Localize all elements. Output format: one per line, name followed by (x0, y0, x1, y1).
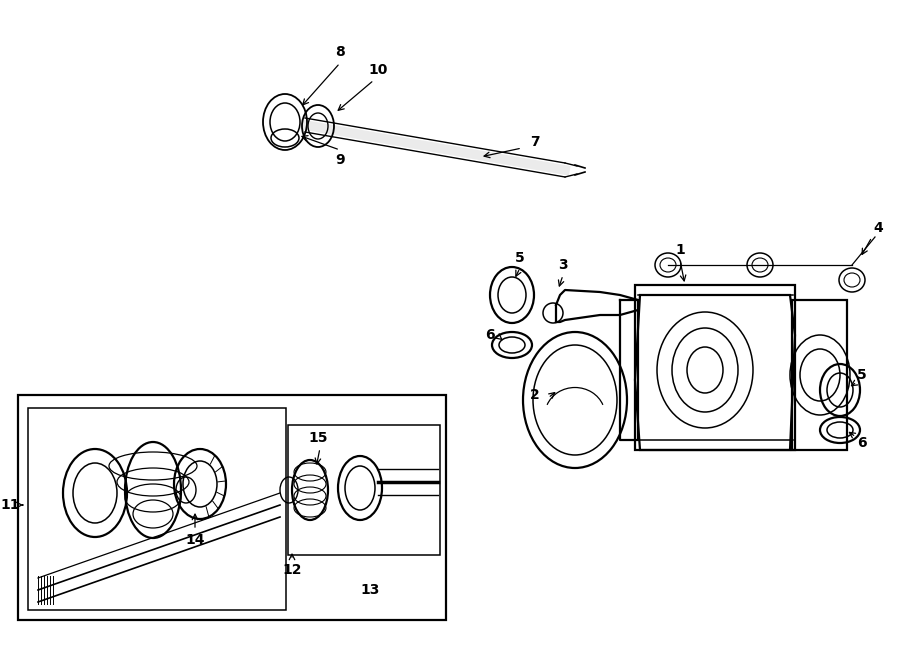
Text: 4: 4 (873, 221, 883, 235)
Text: 11: 11 (0, 498, 20, 512)
Text: 15: 15 (308, 431, 328, 445)
Bar (288, 425, 440, 555)
Text: 12: 12 (283, 563, 302, 577)
Bar (635, 285, 795, 450)
Text: 13: 13 (360, 583, 380, 597)
Text: 3: 3 (558, 258, 568, 272)
Text: 6: 6 (857, 436, 867, 450)
Text: 7: 7 (530, 135, 540, 149)
Bar (18, 395, 446, 620)
Bar (28, 408, 286, 610)
Bar (792, 300, 847, 450)
Text: 8: 8 (335, 45, 345, 59)
Text: 1: 1 (675, 243, 685, 257)
Text: 14: 14 (185, 533, 205, 547)
Text: 5: 5 (857, 368, 867, 382)
Text: 6: 6 (485, 328, 495, 342)
Text: 10: 10 (368, 63, 388, 77)
Text: 5: 5 (515, 251, 525, 265)
Text: 9: 9 (335, 153, 345, 167)
Text: 2: 2 (530, 388, 540, 402)
